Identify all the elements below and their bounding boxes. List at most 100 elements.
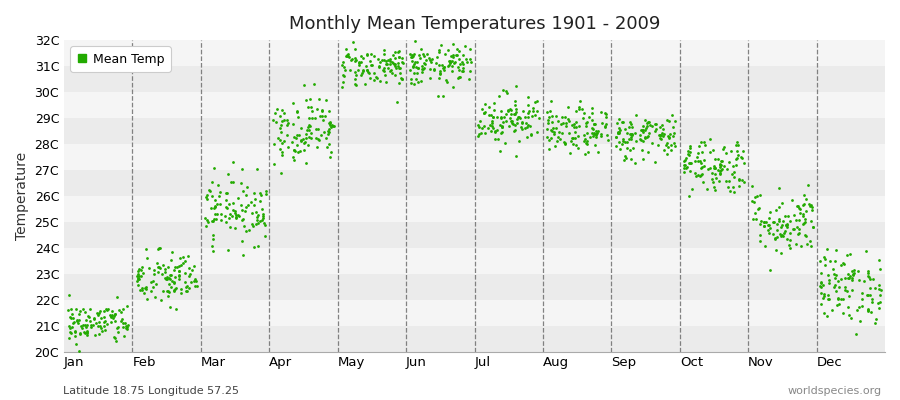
Point <box>577 138 591 144</box>
Point <box>727 168 742 175</box>
Point <box>347 76 362 82</box>
Point <box>248 209 263 215</box>
Point <box>320 96 334 103</box>
Point <box>821 295 835 302</box>
Point <box>623 118 637 125</box>
Point <box>696 179 710 185</box>
Point <box>695 164 709 170</box>
Point <box>184 267 199 274</box>
Point <box>155 271 169 278</box>
Point <box>816 292 831 299</box>
Point <box>521 102 535 108</box>
Point <box>138 284 152 291</box>
Point <box>766 231 780 237</box>
Point <box>190 283 204 289</box>
Point <box>472 133 486 140</box>
Point <box>433 70 447 76</box>
Point <box>152 265 166 271</box>
Point <box>236 216 250 222</box>
Point <box>474 124 489 131</box>
Point <box>524 132 538 138</box>
Point <box>544 113 559 120</box>
Point <box>679 155 693 162</box>
Point <box>453 61 467 67</box>
Point <box>82 318 96 325</box>
Point <box>682 192 697 199</box>
Point <box>775 221 789 228</box>
Point <box>497 114 511 120</box>
Point <box>837 261 851 268</box>
Point <box>620 130 634 136</box>
Point <box>176 259 191 266</box>
Point <box>356 67 370 74</box>
Point <box>388 61 402 68</box>
Point <box>221 171 236 178</box>
Point <box>391 63 405 69</box>
Point <box>518 120 533 126</box>
Point <box>86 314 101 321</box>
Point <box>861 308 876 314</box>
Point <box>612 139 626 146</box>
Point <box>872 282 886 288</box>
Point <box>508 102 522 108</box>
Point <box>302 122 316 128</box>
Point <box>428 60 443 66</box>
Point <box>362 70 376 76</box>
Point <box>206 232 220 238</box>
Point <box>247 190 261 196</box>
Point <box>118 320 132 326</box>
Point <box>688 158 702 165</box>
Point <box>829 288 843 294</box>
Point <box>579 119 593 126</box>
Point <box>70 317 85 323</box>
Point <box>438 51 453 57</box>
Point <box>156 288 170 294</box>
Point <box>662 118 676 124</box>
Point <box>843 315 858 322</box>
Point <box>204 205 219 212</box>
Point <box>452 74 466 80</box>
Point <box>223 211 238 218</box>
Point <box>184 279 198 286</box>
Point <box>391 99 405 106</box>
Point <box>616 136 631 142</box>
Point <box>699 185 714 192</box>
Text: Latitude 18.75 Longitude 57.25: Latitude 18.75 Longitude 57.25 <box>63 386 239 396</box>
Point <box>518 114 532 120</box>
Point <box>183 271 197 277</box>
Point <box>654 122 669 128</box>
Point <box>281 144 295 150</box>
Point <box>816 282 831 288</box>
Point <box>546 125 561 132</box>
Point <box>635 123 650 130</box>
Point <box>248 202 262 208</box>
Point <box>873 292 887 298</box>
Point <box>825 306 840 313</box>
Point <box>212 193 226 199</box>
Point <box>612 129 626 135</box>
Point <box>485 125 500 131</box>
Point <box>715 158 729 164</box>
Point <box>780 223 795 230</box>
Point <box>792 205 806 212</box>
Point <box>382 57 396 64</box>
Point <box>335 84 349 90</box>
Point <box>374 57 389 63</box>
Point <box>238 208 253 214</box>
Point <box>762 225 777 232</box>
Point <box>500 87 514 94</box>
Point <box>640 134 654 141</box>
Point <box>473 130 488 137</box>
Point <box>107 312 122 319</box>
Point <box>164 272 178 278</box>
Point <box>73 323 87 330</box>
Point <box>565 122 580 128</box>
Point <box>580 138 594 145</box>
Point <box>724 147 738 154</box>
Point <box>164 284 178 290</box>
Point <box>200 196 214 202</box>
Point <box>767 218 781 225</box>
Point <box>837 284 851 290</box>
Point <box>337 59 351 65</box>
Point <box>249 221 264 228</box>
